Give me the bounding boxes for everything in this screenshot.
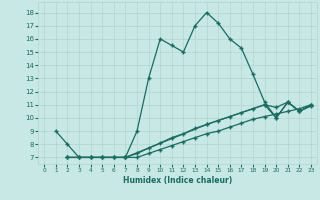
- X-axis label: Humidex (Indice chaleur): Humidex (Indice chaleur): [123, 176, 232, 185]
